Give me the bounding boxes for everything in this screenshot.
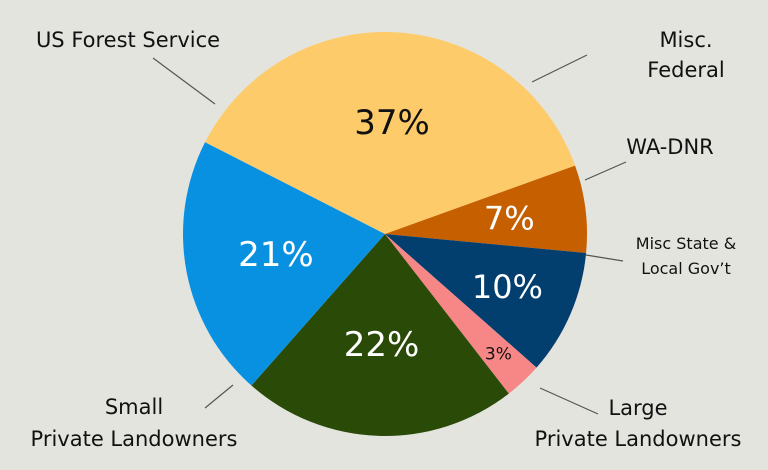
pie-percent-labels: 37% 7% 10% 3% 22% 21% — [238, 103, 543, 365]
pie-slice-misc-federal — [385, 165, 587, 254]
pie-percent-3: 10% — [472, 268, 543, 306]
leader-lines — [152, 54, 627, 415]
pie-slices — [183, 31, 587, 436]
leader-line-misc-federal — [531, 54, 588, 83]
leader-line-large — [539, 387, 599, 415]
pie-percent-1: 37% — [354, 103, 430, 143]
pie-percent-5: 22% — [344, 325, 420, 365]
label-large-private-line2: Private Landowners — [535, 427, 742, 451]
label-misc-federal-line2: Federal — [647, 58, 724, 82]
label-misc-state-line2: Local Gov’t — [641, 259, 731, 278]
pie-slice-misc-state-local-gov-t — [385, 234, 537, 394]
leader-line-small — [204, 384, 234, 409]
label-misc-federal-line1: Misc. — [659, 28, 712, 52]
pie-slice-large-private-landowners — [251, 234, 509, 436]
label-small-private-line1: Small — [105, 395, 163, 419]
leader-line-misc-state — [585, 254, 624, 262]
label-small-private-line2: Private Landowners — [31, 427, 238, 451]
pie-percent-6: 21% — [238, 235, 314, 275]
label-us-forest-service: US Forest Service — [36, 28, 220, 52]
pie-slice-wa-dnr — [385, 234, 587, 368]
pie-percent-4: 3% — [485, 345, 512, 365]
leader-line-usfs — [152, 57, 216, 105]
pie-slice-us-forest-service — [205, 31, 576, 235]
label-misc-state-line1: Misc State & — [636, 234, 736, 253]
pie-percent-2: 7% — [484, 199, 535, 237]
label-large-private-line1: Large — [608, 396, 667, 420]
leader-line-wadnr — [584, 161, 627, 181]
label-wa-dnr: WA-DNR — [626, 135, 714, 159]
pie-slice-small-private-landowners — [183, 142, 385, 386]
